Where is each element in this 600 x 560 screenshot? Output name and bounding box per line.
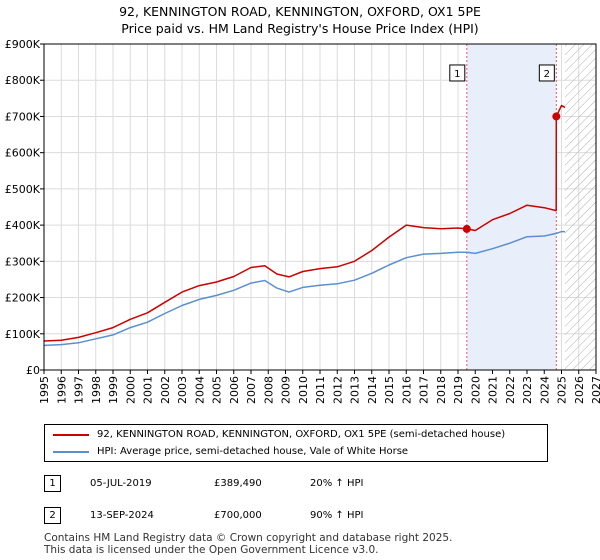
sale-marker [552,112,561,121]
y-tick-label: £300K [5,255,41,268]
series-line-hpi [43,230,565,347]
sale-marker [462,224,471,233]
chart-subtitle: Price paid vs. HM Land Registry's House … [121,21,479,36]
footer-licence: This data is licensed under the Open Gov… [44,544,379,556]
x-tick-label: 2005 [211,376,224,404]
future-hatch [564,44,596,370]
legend: 92, KENNINGTON ROAD, KENNINGTON, OXFORD,… [44,424,548,462]
x-tick-label: 2000 [124,376,137,404]
y-tick-label: £900K [5,38,41,51]
x-tick-label: 2022 [504,376,517,404]
legend-label-hpi: HPI: Average price, semi-detached house,… [97,446,409,457]
x-tick-label: 2021 [487,376,500,404]
series-line-property [43,104,566,342]
transaction-hpi-change: 90% ↑ HPI [310,510,364,521]
sale-label-box [538,64,555,82]
transaction-row: 1 05-JUL-2019 £389,490 20% ↑ HPI [44,474,564,494]
x-tick-label: 2006 [228,376,241,404]
x-tick-label: 2010 [297,376,310,404]
axes: £0 £100K £200K £300K £400K £500K £600K £700K £80… [5,38,600,404]
x-tick-label: 2024 [538,376,551,404]
x-tick-label: 2017 [418,376,431,404]
transaction-row: 2 13-SEP-2024 £700,000 90% ↑ HPI [44,506,564,526]
x-tick-label: 1995 [38,376,51,404]
legend-label-property: 92, KENNINGTON ROAD, KENNINGTON, OXFORD,… [97,429,506,440]
y-tick-label: £600K [5,147,41,160]
x-tick-label: 2001 [142,376,155,404]
x-tick-label: 1997 [73,376,86,404]
x-tick-label: 2011 [314,376,327,404]
x-tick-label: 2020 [469,376,482,404]
y-tick-label: £700K [5,110,41,123]
x-tick-label: 2003 [176,376,189,404]
x-tick-label: 2008 [262,376,275,404]
transaction-number: 2 [44,507,61,524]
y-tick-label: £100K [5,328,41,341]
chart-title: 92, KENNINGTON ROAD, KENNINGTON, OXFORD,… [119,4,481,19]
transaction-price: £700,000 [214,510,262,521]
sale-label-text: 1 [454,69,460,80]
y-tick-label: £0 [26,364,40,377]
x-tick-label: 2004 [193,376,206,404]
transaction-date: 05-JUL-2019 [90,478,152,489]
x-tick-label: 2019 [452,376,465,404]
x-tick-label: 2012 [331,376,344,404]
x-tick-label: 2027 [590,376,600,404]
x-tick-label: 2007 [245,376,258,404]
y-tick-label: £200K [5,292,41,305]
x-tick-label: 2002 [159,376,172,404]
x-tick-label: 2026 [573,376,586,404]
footer-copyright: Contains HM Land Registry data © Crown c… [44,532,453,544]
y-tick-label: £500K [5,183,41,196]
x-tick-label: 1996 [55,376,68,404]
y-tick-label: £400K [5,219,41,232]
x-tick-label: 2009 [280,376,293,404]
legend-swatch-property [53,434,89,436]
x-tick-label: 1999 [107,376,120,404]
highlight-band [466,44,596,370]
transaction-hpi-change: 20% ↑ HPI [310,478,364,489]
y-tick-label: £800K [5,74,41,87]
x-tick-label: 2016 [400,376,413,404]
legend-swatch-hpi [53,451,89,453]
transaction-price: £389,490 [214,478,262,489]
x-tick-label: 2023 [521,376,534,404]
x-tick-label: 1998 [90,376,103,404]
transaction-number: 1 [44,475,61,492]
x-tick-label: 2014 [366,376,379,404]
x-tick-label: 2015 [383,376,396,404]
sale-label-text: 2 [544,69,550,80]
transaction-date: 13-SEP-2024 [90,510,154,521]
series-lines [43,104,566,347]
x-tick-label: 2018 [435,376,448,404]
x-tick-label: 2013 [349,376,362,404]
sale-label-box [449,64,466,82]
x-tick-label: 2025 [556,376,569,404]
